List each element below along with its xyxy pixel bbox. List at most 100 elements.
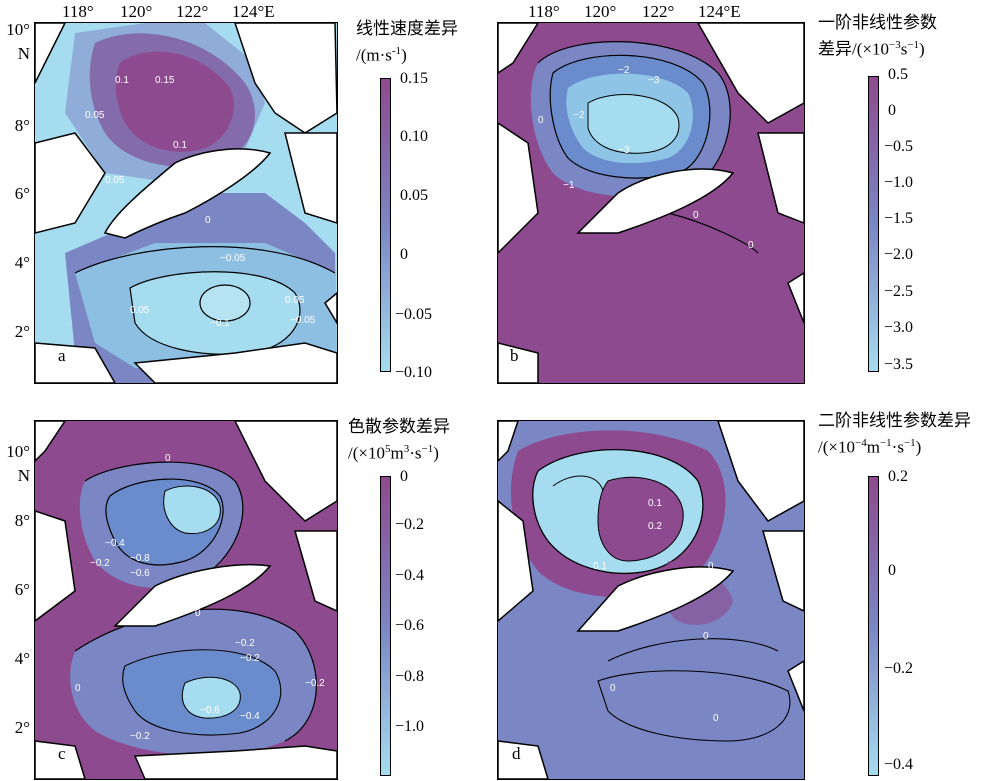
- panel-letter-b: b: [510, 346, 519, 365]
- contour-label: 0: [748, 240, 754, 251]
- colorbar-title-line2: 差异/(×10: [818, 39, 889, 59]
- colorbar-tick: 0.2: [888, 468, 908, 485]
- contour-label: −0.6: [200, 705, 220, 716]
- lon-label-124: 124°E: [232, 2, 275, 21]
- contour-label: 0: [165, 453, 171, 464]
- colorbar-d: [868, 476, 879, 776]
- colorbar-tick: 0: [400, 246, 408, 263]
- colorbar-tick: −0.05: [395, 306, 433, 323]
- contour-label: −3: [648, 75, 660, 86]
- lon-label-124: 124°E: [698, 2, 741, 21]
- contour-label: 0.05: [105, 175, 125, 186]
- contour-label: 0: [205, 215, 211, 226]
- contour-label: 0: [75, 683, 81, 694]
- colorbar-tick: −0.5: [884, 138, 914, 155]
- lat-label-n: N: [17, 466, 30, 485]
- colorbar-title-line1: 色散参数差异: [348, 417, 450, 436]
- contour-label: 0: [610, 683, 616, 694]
- map-panel-d: 0.1 0.2 0.1 0 0 0 0: [497, 420, 805, 780]
- contour-labels-c: 0 −0.4 −0.8 −0.6 −0.2 0 −0.2 −0.2 0 −0.2…: [75, 453, 325, 742]
- colorbar-tick: 0: [888, 562, 896, 579]
- contour-label: −2: [573, 110, 585, 121]
- contour-label: 0.1: [593, 561, 607, 572]
- contour-label: −0.2: [130, 731, 150, 742]
- contour-label: 0: [538, 115, 544, 126]
- colorbar-tick: 0.05: [400, 187, 428, 204]
- lat-label-2: 2°: [14, 718, 30, 737]
- contour-label: 0.05: [285, 295, 305, 306]
- contour-label: 0.05: [85, 110, 105, 121]
- colorbar-tick: −0.2: [395, 516, 425, 533]
- contour-label: 0: [713, 713, 719, 724]
- colorbar-title-line2: /(×10: [348, 443, 385, 463]
- colorbar-tick: −0.4: [395, 567, 425, 584]
- colorbar-c: [380, 476, 391, 776]
- contour-label: −0.2: [235, 638, 255, 649]
- colorbar-tick: −0.2: [884, 660, 914, 677]
- colorbar-b: [868, 76, 879, 372]
- colorbar-tick: −2.5: [884, 283, 914, 300]
- contour-label: 0: [195, 608, 201, 619]
- lat-label-8: 8°: [14, 116, 30, 135]
- contour-label: −0.4: [105, 538, 125, 549]
- colorbar-title-line2: /(×10: [818, 437, 855, 457]
- contour-label: −0.2: [90, 558, 110, 569]
- lon-label-118: 118°: [62, 2, 94, 21]
- colorbar-tick: −0.6: [395, 617, 425, 634]
- colorbar-title-line1: 一阶非线性参数: [818, 13, 937, 32]
- contour-label: −0.05: [220, 253, 246, 264]
- lat-label-n: N: [17, 44, 30, 63]
- colorbar-tick: −0.8: [395, 668, 425, 685]
- contour-label: 0.1: [648, 498, 662, 509]
- colorbar-tick: −0.10: [395, 364, 433, 381]
- contour-label: −0.4: [240, 711, 260, 722]
- contour-label: −0.6: [130, 568, 150, 579]
- lat-label-2: 2°: [14, 322, 30, 341]
- contour-label: 0: [708, 561, 714, 572]
- contour-labels-b: −2 −3 −2 −3 0 −1 0 0: [538, 65, 754, 251]
- colorbar-title-a: 线性速度差异 /(m·s-1): [356, 19, 458, 65]
- lat-label-10: 10°: [6, 20, 30, 39]
- lat-label-4: 4°: [14, 649, 30, 668]
- map-panel-c: 0 −0.4 −0.8 −0.6 −0.2 0 −0.2 −0.2 0 −0.2…: [34, 420, 338, 780]
- colorbar-tick: −1.0: [395, 718, 425, 735]
- lon-label-120: 120°: [584, 2, 617, 21]
- lat-label-4: 4°: [14, 253, 30, 272]
- colorbar-tick: −1.5: [884, 210, 914, 227]
- lat-label-6: 6°: [14, 580, 30, 599]
- colorbar-tick: 0.15: [400, 70, 428, 87]
- colorbar-title-b: 一阶非线性参数 差异/(×10−3s−1): [818, 13, 937, 59]
- map-panel-a: 0.1 0.15 0.05 0.1 0.05 0 −0.05 0.05 0.05…: [34, 22, 338, 384]
- contour-label: −0.2: [240, 653, 260, 664]
- colorbar-title-line1: 线性速度差异: [356, 19, 458, 38]
- contour-label: 0.05: [130, 305, 150, 316]
- lat-label-8: 8°: [14, 511, 30, 530]
- colorbar-title-c: 色散参数差异 /(×105m3·s−1): [348, 417, 450, 463]
- contour-label: −3: [618, 145, 630, 156]
- contour-labels-a: 0.1 0.15 0.05 0.1 0.05 0 −0.05 0.05 0.05…: [85, 75, 316, 329]
- lat-label-6: 6°: [14, 184, 30, 203]
- panel-letter-a: a: [58, 346, 66, 365]
- colorbar-title-line1: 二阶非线性参数差异: [818, 411, 971, 430]
- contour-label: −2: [618, 65, 630, 76]
- panel-letter-c: c: [58, 744, 66, 763]
- contour-label: −0.2: [305, 678, 325, 689]
- colorbar-tick: 0: [400, 468, 408, 485]
- lon-label-122: 122°: [642, 2, 675, 21]
- lon-label-120: 120°: [120, 2, 153, 21]
- lon-label-122: 122°: [176, 2, 209, 21]
- colorbar-tick: −3.0: [884, 319, 914, 336]
- contour-label: 0: [703, 631, 709, 642]
- colorbar-a: [380, 78, 391, 372]
- contour-label: −0.1: [210, 318, 230, 329]
- colorbar-title-line2: /(m·s: [356, 45, 392, 65]
- contour-label: −1: [563, 180, 575, 191]
- contour-label: −0.2: [215, 573, 235, 584]
- contour-label: 0.1: [115, 75, 129, 86]
- colorbar-tick: −2.0: [884, 246, 914, 263]
- panel-letter-d: d: [512, 744, 521, 763]
- contour-label: −0.05: [290, 315, 316, 326]
- colorbar-tick: 0.5: [888, 66, 908, 83]
- contour-label: −0.8: [130, 553, 150, 564]
